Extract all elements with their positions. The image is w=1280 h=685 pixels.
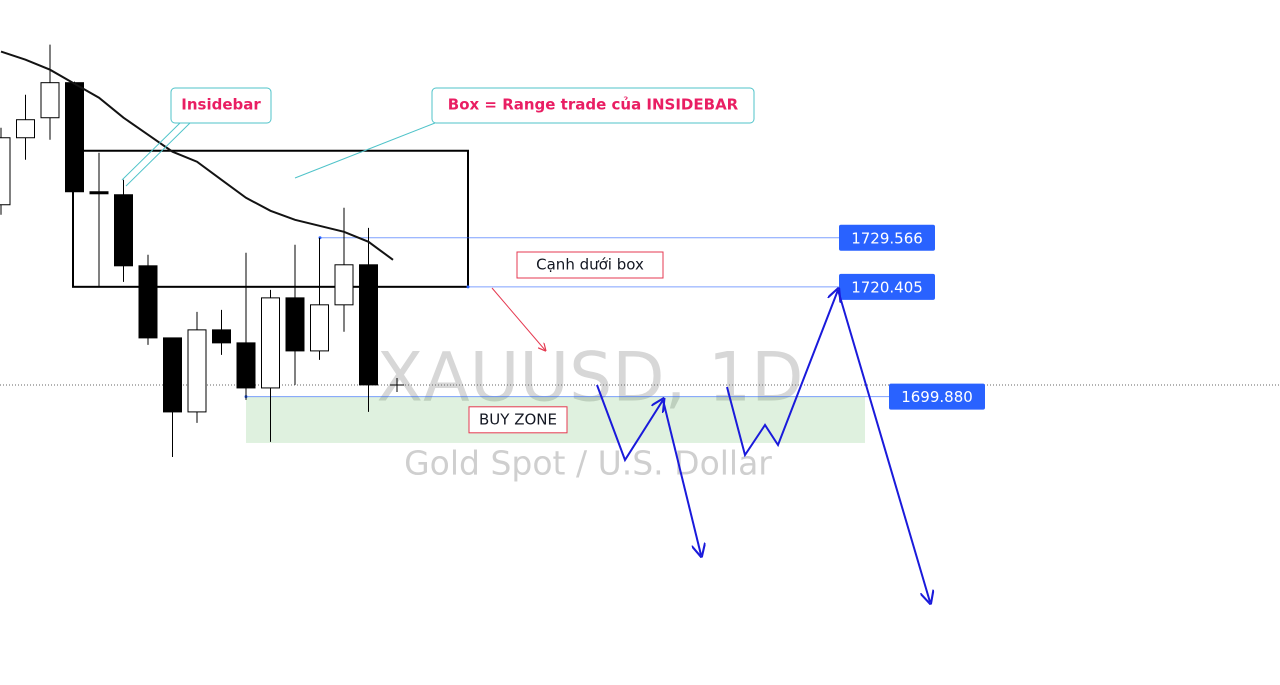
callout-box: [170, 87, 272, 124]
candle-body: [163, 337, 182, 413]
candle-body: [212, 329, 231, 344]
candle-body: [236, 342, 256, 389]
projection-path: [662, 399, 701, 555]
callout-text: Box = Range trade của INSIDEBAR: [448, 96, 739, 114]
watermark: XAUUSD, 1D Gold Spot / U.S. Dollar: [376, 339, 803, 483]
price-label: 1720.405: [851, 278, 923, 296]
candle-body: [285, 297, 305, 352]
watermark-subtitle: Gold Spot / U.S. Dollar: [404, 444, 772, 483]
candle-body: [359, 264, 378, 386]
callouts: Insidebar Box = Range trade của INSIDEBA…: [121, 87, 755, 350]
candle-body: [16, 119, 35, 139]
candle-body: [0, 137, 11, 206]
callout-pointer: [125, 122, 191, 187]
projection-path: [837, 289, 930, 602]
callout-box: [516, 251, 664, 279]
candle-body: [65, 82, 84, 193]
candle-body: [310, 304, 329, 352]
callout-arrow: [491, 287, 545, 350]
buy-zone-label-box: [468, 406, 568, 434]
projection-path: [726, 290, 838, 458]
callout-box: [431, 87, 755, 124]
candle-body: [334, 264, 354, 306]
moving-average: [0, 50, 394, 261]
callout-text: Insidebar: [181, 96, 261, 114]
projection: [596, 289, 930, 602]
price-label-box: [839, 273, 935, 300]
candle-body: [114, 194, 133, 267]
candle-body: [187, 329, 207, 413]
candle-body: [89, 191, 109, 195]
projection-path: [596, 384, 663, 463]
buy-zone-label: BUY ZONE: [479, 410, 557, 428]
price-label: 1699.880: [901, 388, 973, 406]
candle-body: [138, 265, 158, 339]
callout-text: Cạnh dưới box: [536, 256, 644, 274]
price-label-box: [839, 224, 935, 251]
callout-pointer: [121, 122, 181, 181]
callout-pointer: [294, 122, 436, 179]
candle-body: [261, 297, 280, 389]
level-anchor: [466, 285, 470, 289]
candle-body: [40, 82, 60, 119]
price-label-box: [889, 383, 985, 410]
range-box: [72, 149, 469, 288]
price-label: 1729.566: [851, 229, 923, 247]
